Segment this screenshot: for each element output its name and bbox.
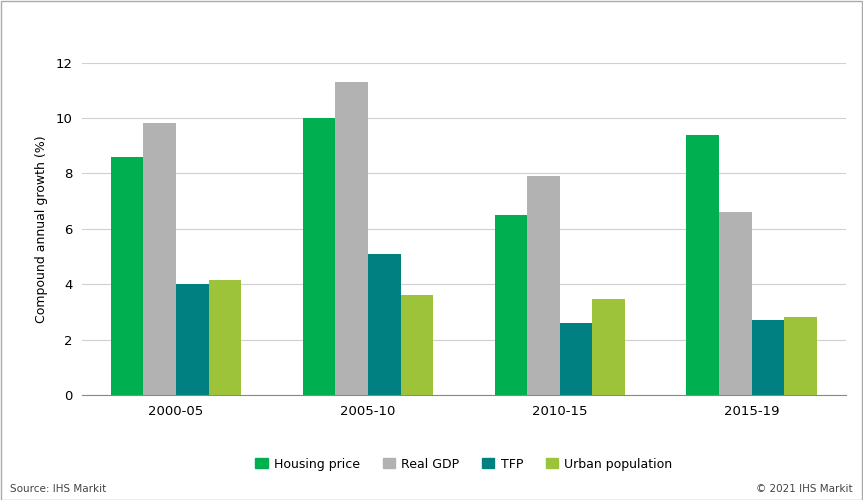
- Bar: [686, 134, 719, 395]
- Bar: [784, 318, 817, 395]
- Legend: Housing price, Real GDP, TFP, Urban population: Housing price, Real GDP, TFP, Urban popu…: [250, 453, 677, 476]
- Text: Source: IHS Markit: Source: IHS Markit: [10, 484, 107, 494]
- Bar: [209, 280, 242, 395]
- Bar: [303, 118, 336, 395]
- Bar: [752, 320, 784, 395]
- Bar: [494, 215, 527, 395]
- Bar: [143, 124, 176, 395]
- Bar: [400, 295, 433, 395]
- Bar: [560, 323, 592, 395]
- Text: Mainland China housing price and fundamental drivers: Mainland China housing price and fundame…: [11, 23, 482, 38]
- Bar: [592, 300, 625, 395]
- Text: © 2021 IHS Markit: © 2021 IHS Markit: [756, 484, 853, 494]
- Bar: [110, 156, 143, 395]
- Bar: [336, 82, 368, 395]
- Bar: [176, 284, 209, 395]
- Bar: [719, 212, 752, 395]
- Y-axis label: Compound annual growth (%): Compound annual growth (%): [35, 135, 48, 322]
- Bar: [368, 254, 400, 395]
- Bar: [527, 176, 560, 395]
